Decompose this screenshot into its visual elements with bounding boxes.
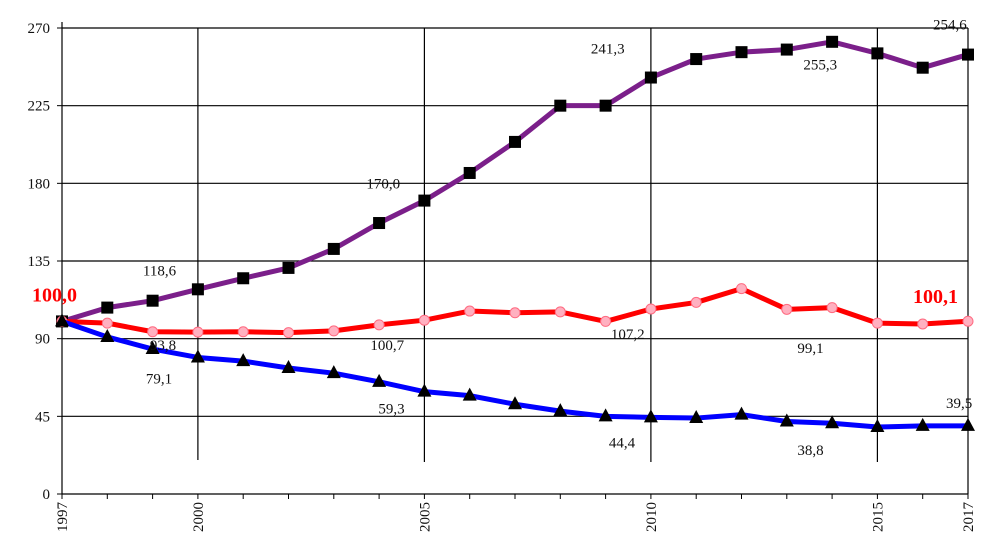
data-point <box>373 319 385 331</box>
data-point <box>101 301 114 314</box>
annotations: 100,0 118,6 93,8 79,1 170,0 100,7 59,3 241,3 107… <box>32 18 972 459</box>
data-label: 44,4 <box>609 435 636 451</box>
data-point <box>328 325 340 337</box>
data-label: 170,0 <box>366 177 400 193</box>
data-point <box>237 326 249 338</box>
data-point <box>463 166 476 179</box>
data-point <box>327 242 340 255</box>
data-point <box>871 317 883 329</box>
data-point <box>508 396 522 410</box>
data-label: 79,1 <box>146 371 172 387</box>
y-axis-tick-labels: 0 45 90 135 180 225 270 <box>28 21 51 503</box>
x-axis-tick-labels: 1997 2000 2005 2010 2015 2017 <box>55 502 977 533</box>
data-point <box>643 409 658 423</box>
data-point <box>915 417 930 431</box>
data-point <box>553 403 568 417</box>
y-tick-label: 270 <box>28 21 51 37</box>
data-point <box>779 413 794 427</box>
y-tick-label: 90 <box>35 332 50 348</box>
data-point <box>644 71 657 84</box>
data-point <box>190 349 205 363</box>
x-tick-label: 2010 <box>644 502 660 532</box>
data-label: 100,0 <box>32 284 77 306</box>
data-label: 38,8 <box>797 443 823 459</box>
data-point <box>689 410 704 424</box>
y-tick-label: 0 <box>43 487 51 503</box>
data-point <box>462 387 477 401</box>
data-point <box>690 296 702 308</box>
data-point <box>237 272 250 285</box>
x-tick-label: 2017 <box>961 502 977 533</box>
data-point <box>826 35 839 48</box>
data-point <box>418 194 431 207</box>
data-point <box>962 315 974 327</box>
data-label: 99,1 <box>797 341 823 357</box>
data-label: 93,8 <box>150 338 176 354</box>
data-point <box>283 327 294 339</box>
x-tick-label: 2000 <box>191 502 207 532</box>
data-point <box>373 217 386 230</box>
y-tick-label: 45 <box>35 409 50 425</box>
data-point <box>100 328 115 342</box>
x-tick-label: 1997 <box>55 502 71 533</box>
data-label: 241,3 <box>591 42 625 58</box>
data-point <box>146 294 159 307</box>
data-point <box>418 314 430 326</box>
grid <box>57 22 969 499</box>
data-point <box>826 302 838 314</box>
data-point <box>871 47 884 60</box>
data-label: 39,5 <box>946 396 972 412</box>
data-point <box>509 307 521 319</box>
data-point <box>600 315 612 327</box>
data-point <box>645 303 657 315</box>
data-point <box>55 313 69 327</box>
data-label: 100,7 <box>370 338 404 354</box>
x-tick-label: 2005 <box>417 502 433 532</box>
y-tick-label: 180 <box>28 176 51 192</box>
data-point <box>192 326 204 338</box>
data-label: 100,1 <box>913 286 958 308</box>
data-point <box>599 99 612 112</box>
data-point <box>236 353 251 367</box>
data-label: 107,2 <box>611 327 645 343</box>
data-point <box>282 261 295 274</box>
data-label: 255,3 <box>803 57 837 73</box>
data-point <box>961 417 975 431</box>
data-point <box>825 415 840 429</box>
data-point <box>734 406 749 420</box>
data-point <box>191 283 204 296</box>
data-label: 254,6 <box>933 18 967 34</box>
data-point <box>870 419 885 433</box>
y-tick-label: 225 <box>28 99 51 115</box>
data-point <box>962 48 974 61</box>
data-point <box>509 135 521 148</box>
series-layer <box>55 35 975 433</box>
data-point <box>147 326 159 338</box>
data-label: 59,3 <box>378 402 404 418</box>
y-tick-label: 135 <box>28 254 51 270</box>
x-tick-label: 2015 <box>870 502 886 532</box>
data-point <box>917 318 929 330</box>
data-point <box>101 317 113 329</box>
data-point <box>554 306 566 318</box>
data-point <box>326 365 341 379</box>
data-point <box>690 53 703 66</box>
data-point <box>372 373 387 387</box>
data-point <box>736 283 747 295</box>
data-point <box>281 360 296 374</box>
series-1 <box>56 35 974 328</box>
data-point <box>145 341 160 355</box>
data-label: 118,6 <box>143 263 177 279</box>
data-point <box>781 303 793 315</box>
series-3 <box>55 313 975 433</box>
data-point <box>735 46 748 59</box>
data-point <box>464 305 476 317</box>
data-point <box>417 383 432 397</box>
data-point <box>780 43 793 56</box>
data-point <box>916 61 929 74</box>
data-point <box>598 408 613 422</box>
data-point <box>554 99 567 112</box>
